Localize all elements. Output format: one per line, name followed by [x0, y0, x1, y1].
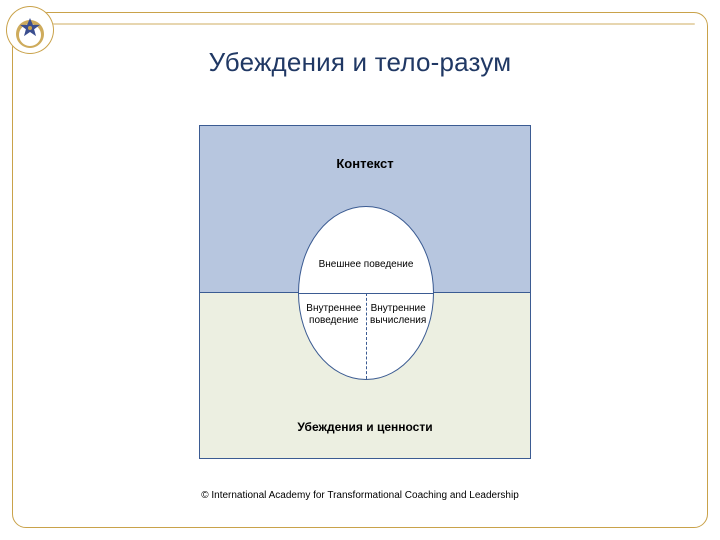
ellipse-vertical-divider	[366, 293, 367, 379]
diagram-box: Контекст Тело-разум Убеждения и ценности…	[199, 125, 531, 459]
body-mind-ellipse: Внешнее поведение Внутреннее поведение В…	[298, 206, 434, 380]
logo-icon	[10, 10, 50, 50]
slide: Убеждения и тело-разум Контекст Тело-раз…	[0, 0, 720, 540]
context-label: Контекст	[200, 156, 530, 171]
external-behavior-label: Внешнее поведение	[299, 259, 433, 271]
copyright-footer: © International Academy for Transformati…	[13, 490, 707, 501]
internal-behavior-label: Внутреннее поведение	[304, 303, 363, 327]
internal-computation-label: Внутренние вычисления	[369, 303, 428, 327]
ellipse-clip	[299, 207, 433, 379]
slide-title: Убеждения и тело-разум	[13, 47, 707, 78]
slide-frame: Убеждения и тело-разум Контекст Тело-раз…	[12, 12, 708, 528]
frame-accent	[25, 23, 695, 25]
beliefs-label: Убеждения и ценности	[200, 420, 530, 434]
